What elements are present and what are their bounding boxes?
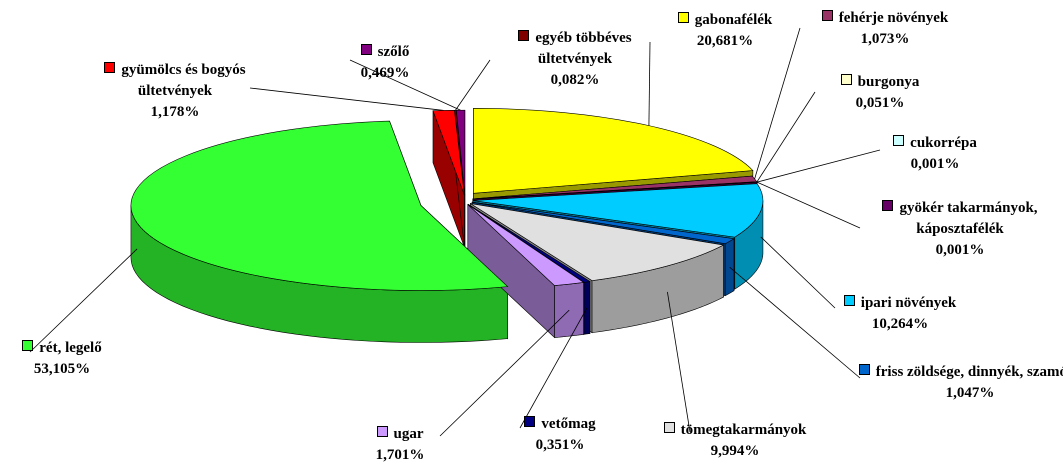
label-name: vetőmag [500,414,620,435]
legend-swatch [844,295,855,306]
value-label: 1,178% [80,102,270,123]
label-name: tömegtakarmányok [635,420,835,441]
value-label: 1,073% [795,29,975,50]
legend-swatch [524,416,535,427]
slice-label: burgonya 0,051% [820,72,940,114]
label-name: egyéb többéves ültetvények [495,28,655,70]
slice-label: gabonafélék 20,681% [645,10,805,52]
legend-swatch [678,12,689,23]
category-name: egyéb többéves ültetvények [535,30,631,67]
category-name: fehérje növények [839,10,949,26]
slice-label: friss zöldsége, dinnyék, szamóca 1,047% [858,362,1063,404]
category-name: vetőmag [541,416,595,432]
value-label: 20,681% [645,31,805,52]
category-name: rét, legelő [39,340,101,356]
leader-line [250,88,444,110]
legend-swatch [664,422,675,433]
category-name: ugar [394,426,424,442]
leader-line [455,60,490,110]
slice-label: ipari növények 10,264% [820,293,980,335]
value-label: 0,001% [853,240,1063,261]
slice-label: gyökér takarmányok, káposztafélék 0,001% [853,198,1063,261]
value-label: 1,701% [350,445,450,466]
category-name: burgonya [858,74,920,90]
slice-label: egyéb többéves ültetvények 0,082% [495,28,655,91]
category-name: cukorrépa [910,135,977,151]
legend-swatch [361,44,372,55]
legend-swatch [841,74,852,85]
slice-label: fehérje növények 1,073% [795,8,975,50]
slice-wall [584,282,590,335]
category-name: gyökér takarmányok, káposztafélék [899,200,1037,237]
leader-line [757,150,880,182]
slice-label: gyümölcs és bogyós ültetvények 1,178% [80,60,270,123]
category-name: gabonafélék [695,12,773,28]
label-name: szőlő [340,42,430,63]
category-name: ipari növények [861,295,956,311]
legend-swatch [518,30,529,41]
label-name: ipari növények [820,293,980,314]
label-name: fehérje növények [795,8,975,29]
slice-label: tömegtakarmányok 9,994% [635,420,835,462]
value-label: 0,001% [875,154,995,175]
label-name: gabonafélék [645,10,805,31]
leader-line [757,92,815,182]
value-label: 9,994% [635,441,835,462]
slice-label: ugar 1,701% [350,424,450,466]
slice-label: rét, legelő 53,105% [2,338,122,380]
category-name: szőlő [378,44,410,60]
leader-line [30,249,137,352]
legend-swatch [377,426,388,437]
legend-swatch [859,364,870,375]
label-name: rét, legelő [2,338,122,359]
label-name: cukorrépa [875,133,995,154]
value-label: 1,047% [858,383,1063,404]
slice-label: cukorrépa 0,001% [875,133,995,175]
leader-line [757,182,860,228]
value-label: 10,264% [820,314,980,335]
slice-label: szőlő 0,469% [340,42,430,84]
category-name: tömegtakarmányok [681,422,807,438]
value-label: 0,082% [495,70,655,91]
category-name: friss zöldsége, dinnyék, szamóca [876,364,1063,380]
legend-swatch [882,200,893,211]
legend-swatch [822,10,833,21]
label-name: ugar [350,424,450,445]
value-label: 0,469% [340,63,430,84]
label-name: burgonya [820,72,940,93]
slice-wall [725,239,734,296]
label-name: gyümölcs és bogyós ültetvények [80,60,270,102]
legend-swatch [22,340,33,351]
label-name: gyökér takarmányok, káposztafélék [853,198,1063,240]
legend-swatch [893,135,904,146]
value-label: 0,351% [500,435,620,456]
legend-swatch [104,62,115,73]
category-name: gyümölcs és bogyós ültetvények [121,62,245,99]
label-name: friss zöldsége, dinnyék, szamóca [858,362,1063,383]
value-label: 53,105% [2,359,122,380]
value-label: 0,051% [820,93,940,114]
slice-label: vetőmag 0,351% [500,414,620,456]
